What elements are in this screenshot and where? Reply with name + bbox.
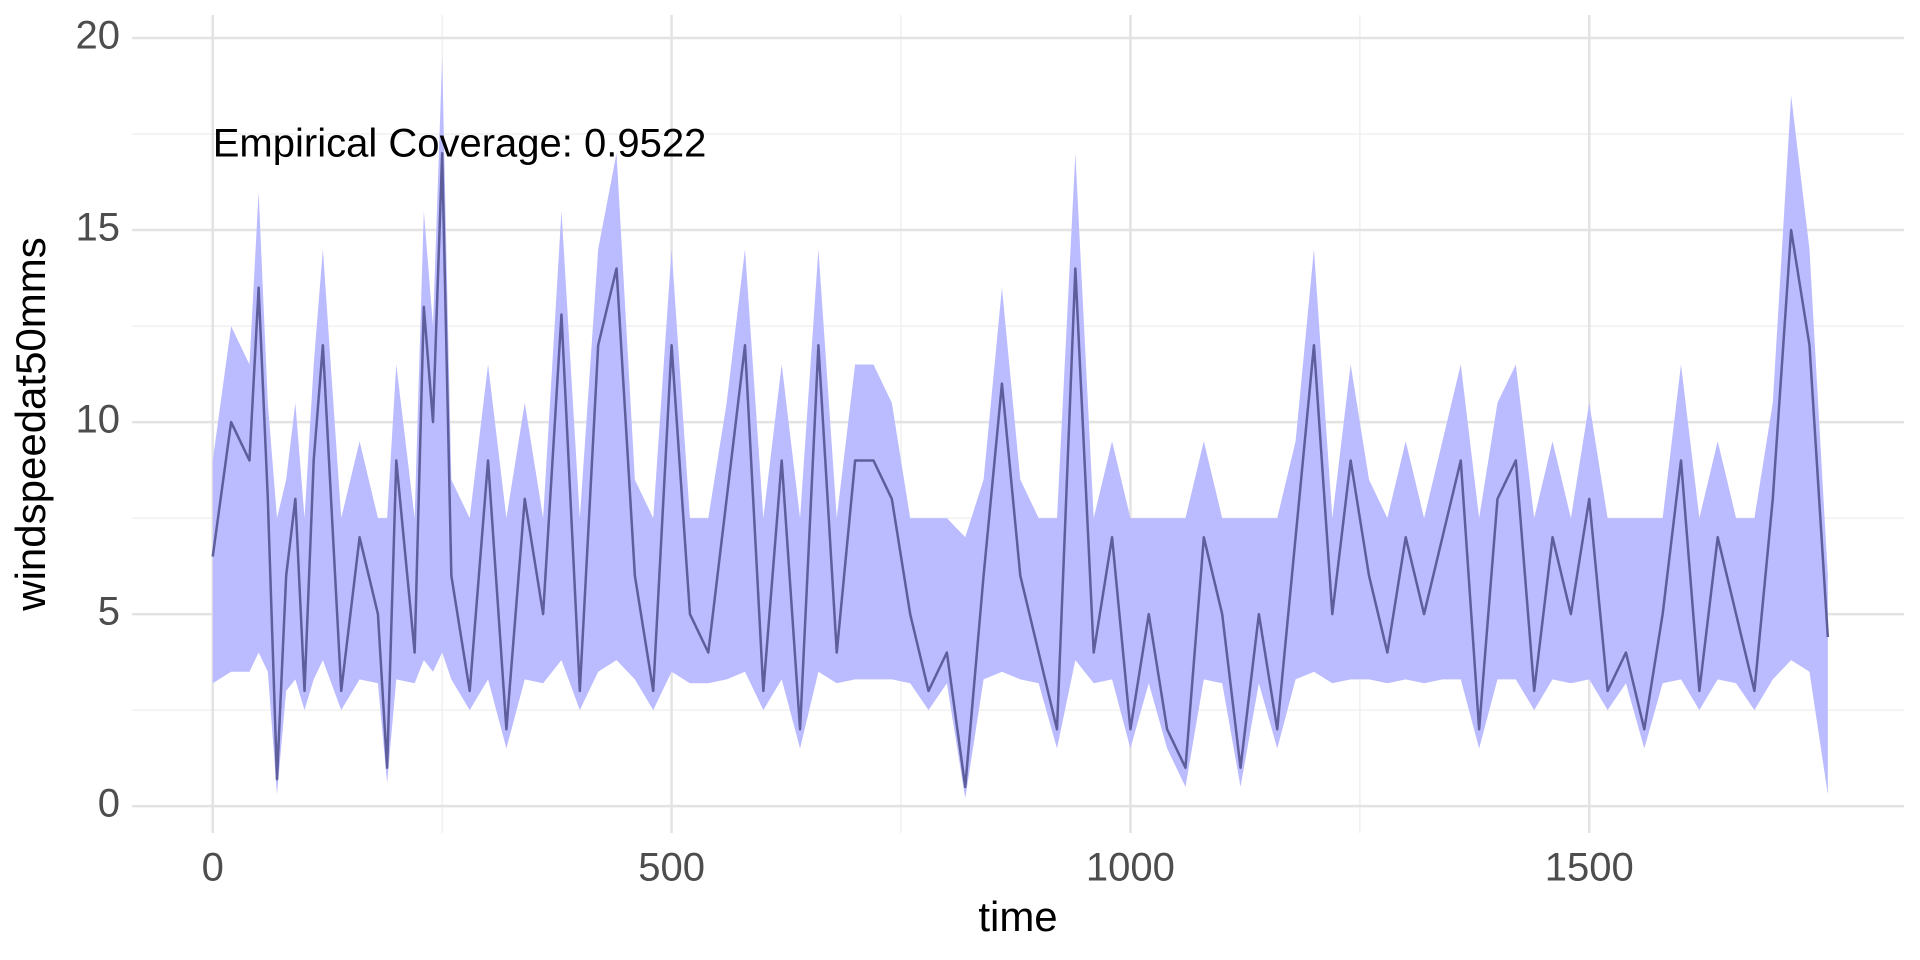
- x-tick-label: 1000: [1086, 846, 1175, 890]
- x-tick-label: 500: [638, 846, 705, 890]
- y-tick-label: 20: [76, 14, 121, 58]
- x-axis-title: time: [978, 893, 1057, 940]
- series-line: [211, 152, 1830, 789]
- y-axis-title: windspeedat50mms: [7, 237, 54, 612]
- x-tick-label: 1500: [1545, 846, 1634, 890]
- annotation: Empirical Coverage: 0.9522: [213, 122, 707, 166]
- y-tick-label: 5: [98, 590, 120, 634]
- x-tick-label: 0: [202, 846, 224, 890]
- y-tick-label: 10: [76, 398, 121, 442]
- interval-band: [212, 57, 1828, 799]
- y-tick-label: 0: [98, 782, 120, 826]
- marks: [211, 57, 1830, 799]
- y-tick-label: 15: [76, 206, 121, 250]
